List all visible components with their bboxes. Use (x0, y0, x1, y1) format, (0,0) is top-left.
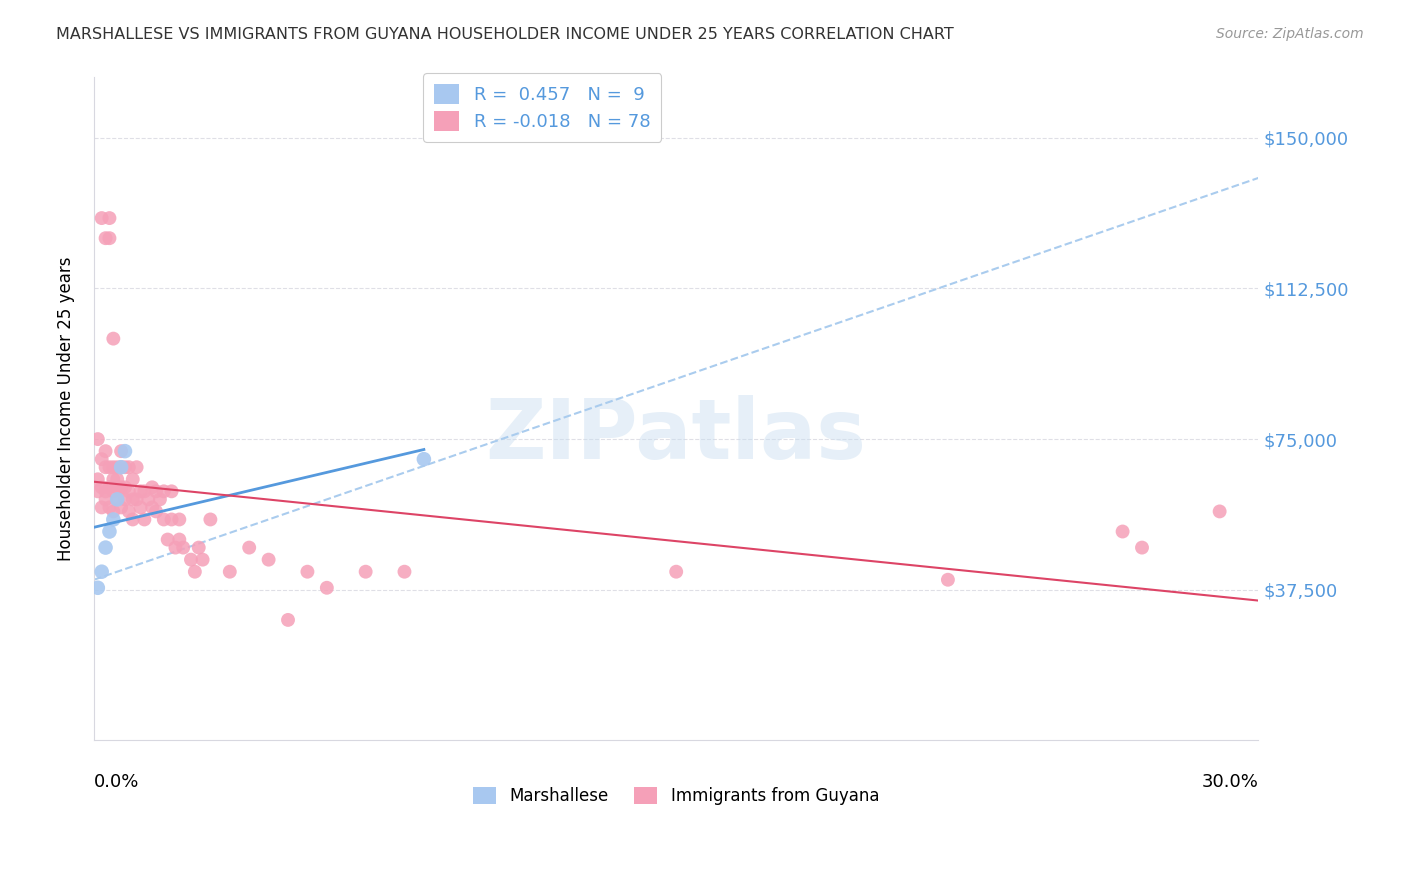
Point (238, 541, 260, 555)
Point (125, 460, 148, 475)
Point (105, 492, 128, 507)
Point (105, 460, 128, 475)
Point (98, 480, 121, 494)
Point (118, 460, 141, 475)
Point (110, 480, 132, 494)
Point (936, 573, 959, 587)
Point (156, 533, 179, 547)
Point (90, 480, 112, 494)
Point (105, 480, 128, 494)
Point (94, 541, 117, 555)
Point (103, 484, 125, 499)
Point (87, 432, 110, 446)
Point (172, 541, 194, 555)
Y-axis label: Householder Income Under 25 years: Householder Income Under 25 years (58, 257, 75, 561)
Point (98, 211, 121, 225)
Point (121, 512, 143, 526)
Point (114, 444, 136, 458)
Point (141, 500, 163, 515)
Point (98, 231, 121, 245)
Point (105, 492, 128, 507)
Point (90, 565, 112, 579)
Point (169, 512, 191, 526)
Point (114, 492, 136, 507)
Point (165, 541, 187, 555)
Point (412, 452, 434, 467)
Point (277, 613, 299, 627)
Text: 0.0%: 0.0% (94, 772, 139, 791)
Point (191, 552, 214, 566)
Point (114, 460, 136, 475)
Point (136, 492, 159, 507)
Point (218, 565, 240, 579)
Point (149, 492, 172, 507)
Point (257, 552, 280, 566)
Point (129, 500, 152, 515)
Point (354, 565, 377, 579)
Point (103, 332, 125, 346)
Point (145, 504, 167, 518)
Point (110, 460, 132, 475)
Point (110, 460, 132, 475)
Point (394, 565, 416, 579)
Point (98, 524, 121, 539)
Point (125, 492, 148, 507)
Point (121, 492, 143, 507)
Point (103, 460, 125, 475)
Text: Source: ZipAtlas.com: Source: ZipAtlas.com (1216, 27, 1364, 41)
Point (90, 500, 112, 515)
Point (90, 211, 112, 225)
Point (103, 504, 125, 518)
Point (184, 565, 207, 579)
Point (103, 512, 125, 526)
Point (129, 484, 152, 499)
Point (103, 472, 125, 486)
Point (114, 480, 136, 494)
Text: ZIPatlas: ZIPatlas (485, 395, 866, 476)
Text: MARSHALLESE VS IMMIGRANTS FROM GUYANA HOUSEHOLDER INCOME UNDER 25 YEARS CORRELAT: MARSHALLESE VS IMMIGRANTS FROM GUYANA HO… (56, 27, 955, 42)
Point (153, 512, 176, 526)
Point (110, 444, 132, 458)
Point (665, 565, 688, 579)
Point (200, 512, 222, 526)
Point (98, 460, 121, 475)
Point (180, 552, 202, 566)
Point (121, 472, 143, 486)
Point (118, 484, 141, 499)
Point (134, 484, 156, 499)
Point (118, 504, 141, 518)
Point (1111, 524, 1133, 539)
Point (153, 484, 176, 499)
Point (94, 444, 117, 458)
Point (87, 581, 110, 595)
Point (134, 512, 156, 526)
Point (87, 472, 110, 486)
Point (145, 484, 167, 499)
Text: 30.0%: 30.0% (1202, 772, 1258, 791)
Point (94, 484, 117, 499)
Point (98, 500, 121, 515)
Point (1130, 541, 1153, 555)
Point (90, 452, 112, 467)
Point (94, 492, 117, 507)
Point (110, 500, 132, 515)
Point (315, 581, 337, 595)
Point (1208, 504, 1230, 518)
Point (94, 231, 117, 245)
Point (160, 484, 183, 499)
Point (94, 460, 117, 475)
Legend: Marshallese, Immigrants from Guyana: Marshallese, Immigrants from Guyana (467, 780, 886, 812)
Point (105, 472, 128, 486)
Point (297, 565, 319, 579)
Point (187, 541, 209, 555)
Point (141, 480, 163, 494)
Point (87, 484, 110, 499)
Point (160, 512, 183, 526)
Point (169, 533, 191, 547)
